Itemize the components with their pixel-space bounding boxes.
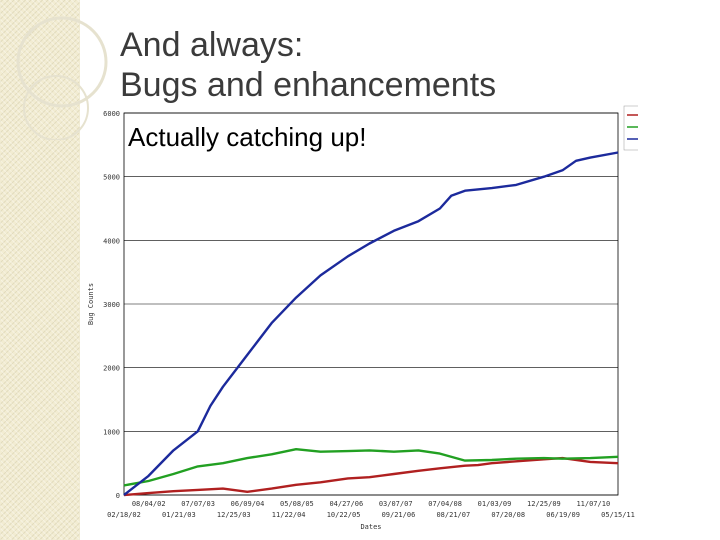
x-tick-bottom-7: 07/20/08 (491, 511, 525, 519)
y-tick-label-0: 0 (116, 492, 120, 500)
y-tick-label-6: 6000 (103, 110, 120, 118)
bug-count-chart: 0 1000 2000 3000 4000 5000 6000 08/04/02 07/07/… (87, 105, 638, 531)
slide-sidebar-pattern (0, 0, 80, 540)
series-line-new (123, 456, 619, 497)
x-tick-bottom-5: 09/21/06 (382, 511, 416, 519)
series-line-assigned (123, 448, 619, 487)
y-tick-label-2: 2000 (103, 365, 120, 373)
slide-title: And always: Bugs and enhancements (120, 25, 496, 105)
plot-area-frame (123, 112, 619, 496)
x-tick-top-7: 01/03/09 (478, 500, 512, 508)
x-axis-ticks: 08/04/02 07/07/03 06/09/04 05/08/05 04/27/06… (107, 500, 635, 519)
y-tick-label-3: 3000 (103, 301, 120, 309)
x-tick-top-4: 04/27/06 (329, 500, 363, 508)
slide-title-line-2: Bugs and enhancements (120, 66, 497, 104)
x-tick-top-2: 06/09/04 (231, 500, 265, 508)
x-tick-top-1: 07/07/03 (181, 500, 215, 508)
x-tick-top-8: 12/25/09 (527, 500, 561, 508)
x-tick-bottom-1: 01/21/03 (162, 511, 196, 519)
x-tick-top-3: 05/08/05 (280, 500, 314, 508)
y-tick-label-5: 5000 (103, 174, 120, 182)
x-tick-bottom-3: 11/22/04 (272, 511, 306, 519)
x-tick-bottom-8: 06/19/09 (546, 511, 580, 519)
decor-ring-small (23, 75, 89, 140)
y-tick-label-4: 4000 (103, 237, 120, 245)
legend-box (623, 105, 638, 151)
slide-subtitle: Actually catching up! (128, 122, 367, 152)
y-axis-label: Bug Counts (87, 283, 95, 325)
x-axis-label: Dates (360, 523, 381, 531)
x-tick-bottom-9: 05/15/11 (601, 511, 635, 519)
y-tick-label-1: 1000 (103, 428, 120, 436)
y-axis-ticks: 0 1000 2000 3000 4000 5000 6000 (103, 110, 120, 500)
x-tick-bottom-6: 08/21/07 (436, 511, 470, 519)
decor-ring-large (16, 16, 108, 108)
x-tick-bottom-4: 10/22/05 (327, 511, 361, 519)
series-line-resolved (123, 151, 619, 496)
slide-title-line-1: And always: (120, 26, 304, 64)
x-tick-bottom-2: 12/25/03 (217, 511, 251, 519)
x-tick-top-5: 03/07/07 (379, 500, 413, 508)
chart-grid (124, 112, 618, 496)
chart-legend: NEWASSIGNEDRESOLVED (623, 105, 638, 151)
x-tick-top-6: 07/04/08 (428, 500, 462, 508)
x-tick-top-9: 11/07/10 (576, 500, 610, 508)
x-tick-bottom-0: 02/18/02 (107, 511, 141, 519)
x-tick-top-0: 08/04/02 (132, 500, 166, 508)
series-lines (123, 151, 619, 497)
slide-decoration (16, 16, 108, 140)
